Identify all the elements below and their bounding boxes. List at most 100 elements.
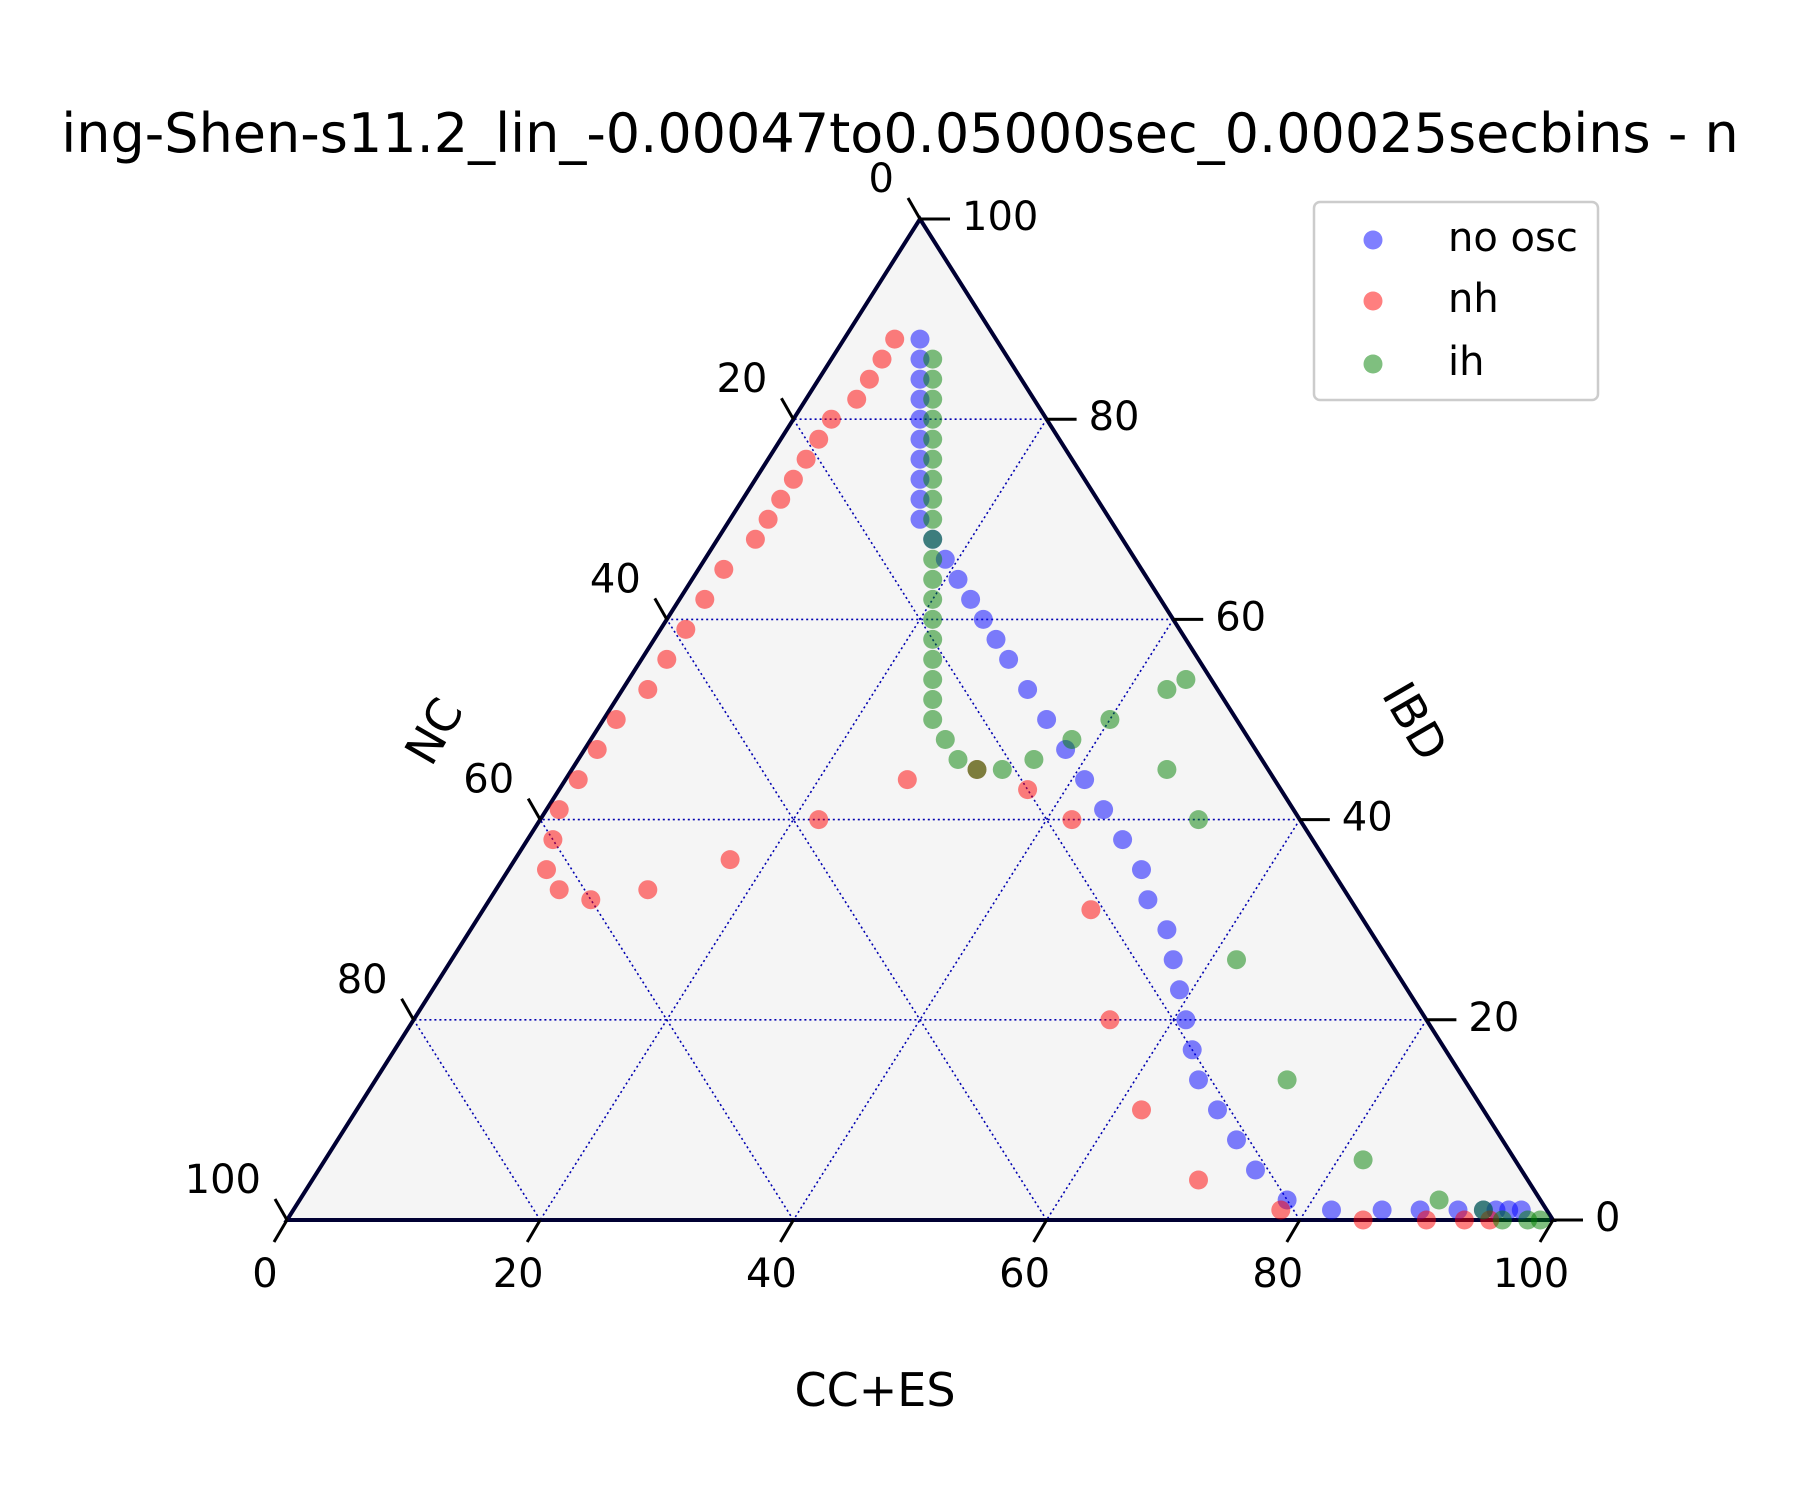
point-nh xyxy=(872,349,892,369)
point-nh xyxy=(657,649,677,669)
point-no-osc xyxy=(1163,950,1183,970)
tick-label-left: 60 xyxy=(463,757,514,803)
legend-box xyxy=(1312,200,1600,402)
tick-label-right: 40 xyxy=(1342,795,1393,841)
point-nh xyxy=(1081,900,1101,920)
legend-marker-ih xyxy=(1363,354,1383,374)
data-series xyxy=(537,329,1550,1230)
legend-marker-no-osc xyxy=(1363,230,1383,250)
series-ih xyxy=(923,349,1550,1230)
point-nh xyxy=(758,509,778,529)
point-nh xyxy=(809,810,829,830)
point-nh xyxy=(720,850,740,870)
point-no-osc xyxy=(1208,1100,1227,1120)
tick-label-left: 100 xyxy=(185,1157,261,1203)
grid-line-cc xyxy=(1045,819,1301,1221)
point-nh xyxy=(543,830,563,850)
point-ih xyxy=(1100,710,1120,729)
point-no-osc xyxy=(1322,1200,1341,1220)
tick-label-bottom: 100 xyxy=(1493,1251,1569,1297)
tick-label-bottom: 20 xyxy=(493,1251,544,1297)
point-ih xyxy=(1492,1210,1512,1230)
point-nh xyxy=(1454,1210,1474,1230)
point-nh xyxy=(587,740,607,759)
plot-area: 0 0 0 20 20 20 40 40 40 60 60 60 80 80 80 100 100 100 xyxy=(185,156,1621,1297)
legend-marker-nh xyxy=(1363,291,1383,311)
point-nh xyxy=(859,369,879,389)
tick-mark-left xyxy=(906,197,922,220)
point-ih xyxy=(1530,1210,1550,1230)
legend: no osc nh ih xyxy=(1312,200,1600,402)
point-nh xyxy=(1018,780,1038,800)
tick-mark-bottom xyxy=(272,1219,289,1243)
tick-label-right: 0 xyxy=(1595,1195,1620,1241)
point-no-osc xyxy=(1018,680,1038,699)
point-no-osc xyxy=(1138,890,1158,910)
point-nh xyxy=(1100,1010,1120,1030)
tick-mark-left xyxy=(653,597,669,621)
point-ih xyxy=(992,760,1012,779)
point-no-osc xyxy=(910,329,930,349)
tick-label-bottom: 80 xyxy=(1252,1251,1303,1297)
tick-mark-left xyxy=(273,1198,289,1221)
point-ih xyxy=(1189,810,1208,830)
tick-label-bottom: 60 xyxy=(999,1251,1050,1297)
point-no-osc xyxy=(948,569,968,589)
point-ih xyxy=(923,629,943,649)
point-nh xyxy=(783,469,803,489)
point-no-osc xyxy=(1094,800,1114,820)
point-ih xyxy=(923,710,943,729)
tick-mark-bottom xyxy=(525,1219,542,1243)
point-no-osc xyxy=(961,589,981,609)
point-ih xyxy=(923,569,943,589)
point-nh xyxy=(638,680,658,699)
point-nh xyxy=(1062,810,1082,830)
point-ih xyxy=(923,469,943,489)
tick-label-left: 0 xyxy=(869,156,894,202)
point-ih xyxy=(967,760,987,779)
point-ih xyxy=(1176,670,1196,689)
point-ih xyxy=(923,409,943,429)
point-nh xyxy=(568,770,588,790)
point-ih xyxy=(948,750,968,769)
point-no-osc xyxy=(973,609,993,629)
point-no-osc xyxy=(1170,980,1189,1000)
tick-label-left: 80 xyxy=(337,957,388,1003)
tick-mark-bottom xyxy=(1032,1219,1048,1243)
tick-mark-left xyxy=(780,397,795,420)
point-ih xyxy=(1157,680,1177,699)
tick-mark-left xyxy=(400,998,415,1021)
point-nh xyxy=(606,710,626,729)
chart-title: ing-Shen-s11.2_lin_-0.00047to0.05000sec_… xyxy=(61,102,1738,165)
tick-label-right: 100 xyxy=(962,194,1038,240)
point-nh xyxy=(537,860,556,880)
point-ih xyxy=(923,690,943,709)
point-no-osc xyxy=(999,649,1019,669)
point-ih xyxy=(935,730,955,749)
tick-mark-bottom xyxy=(779,1219,795,1243)
grid-line-nc xyxy=(539,819,795,1221)
point-ih xyxy=(923,429,943,449)
tick-mark-bottom xyxy=(1285,1219,1302,1243)
point-nh xyxy=(897,770,917,790)
point-ih xyxy=(923,449,943,469)
point-ih xyxy=(923,389,943,409)
point-ih xyxy=(923,670,943,689)
legend-label-ih: ih xyxy=(1448,339,1484,385)
point-no-osc xyxy=(1132,860,1151,880)
point-nh xyxy=(809,429,829,449)
point-no-osc xyxy=(1182,1040,1202,1060)
triangle-frame xyxy=(283,215,1557,1222)
point-ih xyxy=(1277,1070,1297,1090)
point-nh xyxy=(1132,1100,1151,1120)
point-no-osc xyxy=(1075,770,1095,790)
grid-line-nc xyxy=(666,618,1048,1221)
tick-label-bottom: 0 xyxy=(252,1251,277,1297)
point-no-osc xyxy=(1113,830,1133,850)
series-nh xyxy=(537,329,1500,1230)
point-ih xyxy=(1062,730,1082,749)
point-nh xyxy=(745,529,765,549)
point-nh xyxy=(638,880,658,900)
grid-line-cc xyxy=(792,618,1174,1221)
